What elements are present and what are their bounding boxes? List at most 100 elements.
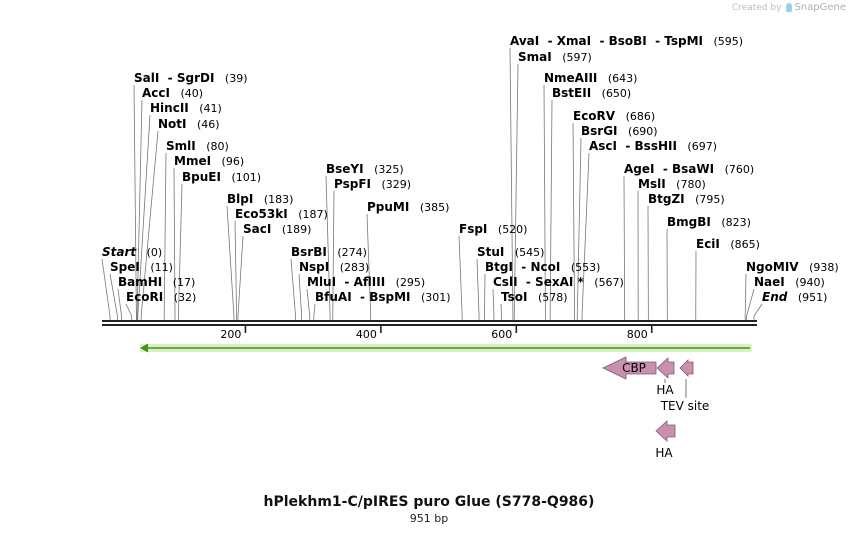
site-label: SacI (189) [243,222,311,236]
site-nspi[interactable]: NspI (283) [299,260,369,274]
site-mlui[interactable]: MluI - AflIII (295) [307,275,425,289]
feature-tev-site[interactable]: TEV site [660,359,710,413]
site-position: (46) [187,118,220,131]
site-btgi[interactable]: BtgI - NcoI (553) [485,260,600,274]
site-separator: - [518,275,536,289]
site-enzyme-name: BfuAI [315,290,352,304]
site-ecori[interactable]: EcoRI (32) [126,290,196,304]
site-enzyme-name: EciI [696,237,720,251]
site-label: SmlI (80) [166,139,229,153]
site-enzyme-name: BtgZI [648,192,685,206]
site-position: (32) [163,291,196,304]
leader-csli [492,288,495,320]
site-enzyme-name: BlpI [227,192,253,206]
feature-ha-2[interactable]: HA [655,420,676,460]
site-enzyme-name: End [762,290,788,304]
site-bseyi[interactable]: BseYI (325) [326,162,404,176]
leader-ecorv [572,122,575,320]
site-bmgbi[interactable]: BmgBI (823) [667,215,751,229]
site-ppumi[interactable]: PpuMI (385) [367,200,449,214]
site-position: (295) [385,276,425,289]
site-bfuai[interactable]: BfuAI - BspMI (301) [315,290,451,304]
site-start[interactable]: Start (0) [102,245,162,259]
site-acci[interactable]: AccI (40) [142,86,203,100]
feature-cbp[interactable]: CBP [602,356,657,380]
site-mmei[interactable]: MmeI (96) [174,154,244,168]
site-csli[interactable]: CslI - SexAI * (567) [493,275,624,289]
site-saci[interactable]: SacI (189) [243,222,311,236]
site-pspfi[interactable]: PspFI (329) [334,177,411,191]
orf-arrow[interactable] [140,343,752,353]
site-blpi[interactable]: BlpI (183) [227,192,293,206]
site-msli[interactable]: MslI (780) [638,177,706,191]
site-enzyme-name: BsrGI [581,124,618,138]
site-bpuei[interactable]: BpuEI (101) [182,170,261,184]
leader-nspi [298,273,303,320]
site-enzyme-name: PspFI [334,177,371,191]
site-position: (40) [170,87,203,100]
site-bsrbi[interactable]: BsrBI (274) [291,245,367,259]
site-bsteii[interactable]: BstEII (650) [552,86,631,100]
leader-sali [133,84,137,320]
site-label: EciI (865) [696,237,760,251]
credit-text: Created by [731,2,782,13]
site-end[interactable]: End (951) [762,290,827,304]
site-spei[interactable]: SpeI (11) [110,260,173,274]
site-position: (301) [410,291,450,304]
sequence-backbone [102,320,757,326]
site-label: TsoI (578) [501,290,568,304]
site-label: BsrGI (690) [581,124,658,138]
site-tsoi[interactable]: TsoI (578) [501,290,568,304]
site-enzyme-name: BseYI [326,162,364,176]
site-position: (951) [787,291,827,304]
site-smli[interactable]: SmlI (80) [166,139,229,153]
site-ngomiv[interactable]: NgoMIV (938) [746,260,839,274]
site-sali[interactable]: SalI - SgrDI (39) [134,71,248,85]
site-position: (597) [552,51,592,64]
site-noti[interactable]: NotI (46) [158,117,220,131]
site-eco53ki[interactable]: Eco53kI (187) [235,207,328,221]
site-fspi[interactable]: FspI (520) [459,222,527,236]
leader-smli [163,152,167,320]
site-position: (650) [591,87,631,100]
site-ecii[interactable]: EciI (865) [696,237,760,251]
site-position: (545) [504,246,544,259]
site-position: (11) [140,261,173,274]
site-smai[interactable]: SmaI (597) [518,50,592,64]
site-label: BtgI - NcoI (553) [485,260,600,274]
site-enzyme-name: BssHII [635,139,677,153]
site-enzyme-name: BspMI [369,290,410,304]
site-label: NgoMIV (938) [746,260,839,274]
site-enzyme-name: BsaWI [672,162,714,176]
site-enzyme-name: BpuEI [182,170,221,184]
site-enzyme-name: BsoBI [609,34,647,48]
site-enzyme-name: Eco53kI [235,207,288,221]
site-agei[interactable]: AgeI - BsaWI (760) [624,162,754,176]
feature-ha-1[interactable]: HA [656,357,674,397]
leader-bsrbi [290,258,296,320]
site-ecorv[interactable]: EcoRV (686) [573,109,655,123]
site-enzyme-name: MmeI [174,154,211,168]
site-enzyme-name: NspI [299,260,329,274]
site-label: MslI (780) [638,177,706,191]
site-naei[interactable]: NaeI (940) [754,275,825,289]
site-enzyme-name: PpuMI [367,200,409,214]
site-bamhi[interactable]: BamHI (17) [118,275,195,289]
site-position: (595) [703,35,743,48]
site-enzyme-name: StuI [477,245,504,259]
site-label: BfuAI - BspMI (301) [315,290,451,304]
site-hincii[interactable]: HincII (41) [150,101,222,115]
site-avai[interactable]: AvaI - XmaI - BsoBI - TspMI (595) [510,34,743,48]
site-position: (0) [136,246,162,259]
leader-bsteii [549,99,553,320]
site-stui[interactable]: StuI (545) [477,245,544,259]
site-enzyme-name: EcoRI [126,290,163,304]
snapgene-logo-icon [786,3,793,12]
site-bsrgi[interactable]: BsrGI (690) [581,124,658,138]
site-btgzi[interactable]: BtgZI (795) [648,192,725,206]
site-nmeaiii[interactable]: NmeAIII (643) [544,71,637,85]
feature-ha-1-label: HA [656,383,674,397]
site-asci[interactable]: AscI - BssHII (697) [589,139,717,153]
site-enzyme-name: BtgI [485,260,513,274]
site-position: (189) [271,223,311,236]
